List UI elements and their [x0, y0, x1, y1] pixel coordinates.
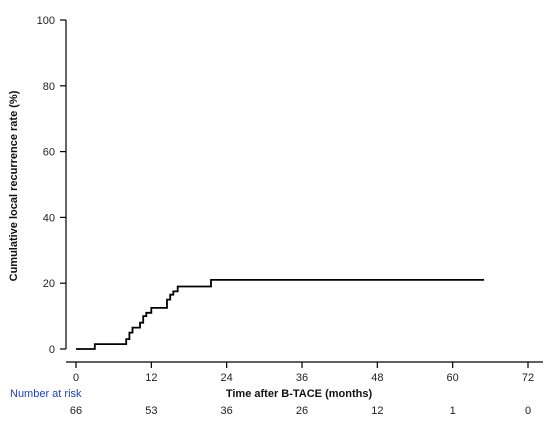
number-at-risk-value: 12 — [371, 405, 383, 417]
y-tick-label: 0 — [49, 344, 55, 356]
x-tick-label: 36 — [296, 372, 308, 384]
x-tick-label: 0 — [73, 372, 79, 384]
number-at-risk-value: 66 — [70, 405, 82, 417]
y-tick-label: 40 — [43, 212, 55, 224]
number-at-risk-values: 66 53 36 26 12 1 0 — [70, 405, 531, 417]
number-at-risk-value: 1 — [450, 405, 456, 417]
recurrence-curve — [76, 279, 485, 350]
x-tick-label: 24 — [221, 372, 233, 384]
y-axis-ticks: 0 20 40 60 80 100 — [37, 15, 66, 356]
number-at-risk-title: Number at risk — [10, 388, 82, 400]
y-tick-label: 60 — [43, 147, 55, 159]
y-tick-label: 20 — [43, 278, 55, 290]
x-tick-label: 12 — [145, 372, 157, 384]
y-axis-title: Cumulative local recurrence rate (%) — [8, 90, 20, 281]
y-tick-label: 80 — [43, 81, 55, 93]
x-axis-ticks: 0 12 24 36 48 60 72 — [73, 362, 534, 384]
x-tick-label: 60 — [447, 372, 459, 384]
number-at-risk-value: 36 — [221, 405, 233, 417]
x-tick-label: 72 — [522, 372, 534, 384]
number-at-risk-value: 53 — [145, 405, 157, 417]
x-axis-title: Time after B-TACE (months) — [226, 388, 373, 400]
number-at-risk-value: 26 — [296, 405, 308, 417]
x-tick-label: 48 — [371, 372, 383, 384]
number-at-risk-value: 0 — [525, 405, 531, 417]
y-tick-label: 100 — [37, 15, 55, 27]
